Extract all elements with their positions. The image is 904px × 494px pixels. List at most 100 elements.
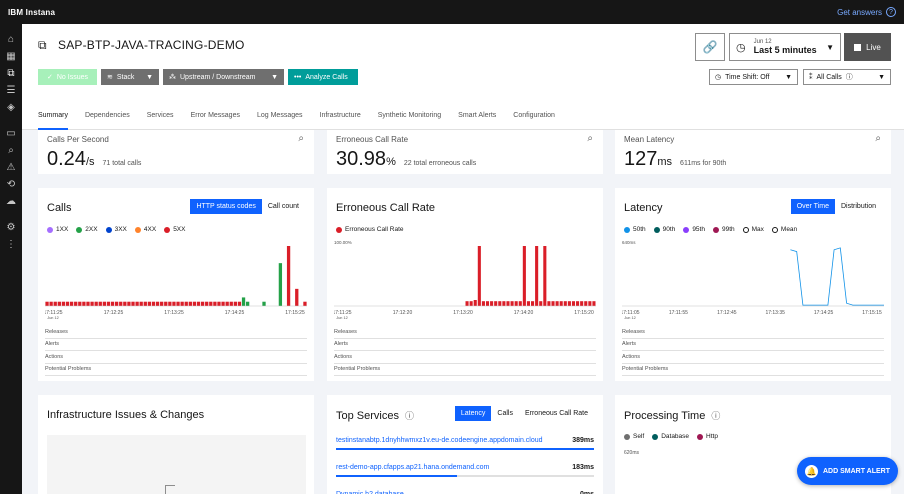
dashboard-icon[interactable]: ▦: [6, 50, 16, 62]
copy-link-button[interactable]: 🔗: [695, 33, 725, 61]
event-row[interactable]: Actions: [45, 351, 307, 364]
error-rate-bar: [539, 301, 543, 306]
tab-error-messages[interactable]: Error Messages: [190, 112, 240, 119]
upstream-downstream-button[interactable]: ⁂ Upstream / Downstream ▼: [163, 69, 284, 85]
legend-item[interactable]: Mean: [771, 226, 797, 233]
kpi-label: Mean Latency: [624, 135, 675, 144]
legend-dot-icon: [712, 226, 719, 233]
tab-infrastructure[interactable]: Infrastructure: [319, 112, 361, 119]
tab-services[interactable]: Services: [146, 112, 174, 119]
legend-item[interactable]: 4XX: [134, 226, 156, 233]
toggle-erroneous-call-rate[interactable]: Erroneous Call Rate: [524, 410, 588, 417]
automation-icon[interactable]: ⟲: [6, 178, 16, 190]
add-smart-alert-label: ADD SMART ALERT: [822, 467, 890, 475]
tab-smart-alerts[interactable]: Smart Alerts: [458, 112, 497, 119]
latency-toggle: Over Time Distribution: [790, 199, 882, 214]
event-row[interactable]: Releases: [45, 326, 307, 339]
stack-button[interactable]: ≋ Stack ▼: [101, 69, 159, 85]
legend-label: 50th: [633, 226, 646, 233]
zoom-icon[interactable]: ⌕: [298, 133, 304, 144]
event-row[interactable]: Releases: [334, 326, 596, 339]
toggle-latency[interactable]: Latency: [454, 406, 492, 421]
service-name[interactable]: Dynamic h2 database: [336, 491, 404, 494]
calls-bar: [86, 301, 90, 306]
tab-summary[interactable]: Summary: [38, 106, 68, 130]
time-range-picker[interactable]: ◷ Jun 12 Last 5 minutes ▼: [729, 33, 841, 61]
tab-dependencies[interactable]: Dependencies: [84, 112, 130, 119]
more-icon[interactable]: ⋮: [6, 238, 16, 250]
brand-logo[interactable]: IBM Instana: [8, 7, 56, 17]
legend-item[interactable]: 95th: [683, 226, 705, 233]
legend-label: 90th: [662, 226, 676, 233]
zoom-icon[interactable]: ⌕: [875, 133, 881, 144]
calls-bar: [155, 301, 160, 306]
toggle-calls[interactable]: Calls: [497, 410, 513, 417]
legend-dot-icon: [164, 226, 171, 233]
event-row[interactable]: Actions: [622, 351, 884, 364]
no-issues-button[interactable]: ✓ No Issues: [38, 69, 97, 85]
legend-item[interactable]: Database: [652, 433, 689, 440]
all-calls-dropdown[interactable]: ⁑ All Calls ⓘ ▼: [803, 69, 891, 85]
event-row[interactable]: Alerts: [622, 339, 884, 351]
clock-icon: ◷: [736, 41, 746, 54]
analytics-icon[interactable]: ⌕: [8, 144, 14, 156]
event-row[interactable]: Alerts: [334, 339, 596, 351]
error-rate-bar: [481, 301, 485, 306]
service-name[interactable]: testinstanabtp.1dnyhhwmxz1v.eu-de.codeen…: [336, 437, 543, 444]
service-row[interactable]: testinstanabtp.1dnyhhwmxz1v.eu-de.codeen…: [336, 435, 594, 462]
infrastructure-icon[interactable]: ☰: [6, 84, 16, 96]
toggle-call-count[interactable]: Call count: [267, 203, 299, 210]
legend-item[interactable]: Erroneous Call Rate: [336, 226, 404, 233]
legend-item[interactable]: 1XX: [47, 226, 68, 233]
event-row[interactable]: Releases: [622, 326, 884, 339]
tab-log-messages[interactable]: Log Messages: [256, 112, 303, 119]
legend-item[interactable]: 50th: [624, 226, 646, 233]
settings-icon[interactable]: ⚙: [6, 221, 16, 233]
get-answers-link[interactable]: Get answers ?: [837, 7, 896, 17]
legend-item[interactable]: Http: [697, 433, 718, 440]
legend-item[interactable]: 3XX: [105, 226, 127, 233]
processing-time-legend: Self Database Http: [624, 433, 718, 440]
x-tick-label: 17:13:20: [453, 310, 473, 316]
analyze-calls-button[interactable]: ••• Analyze Calls: [288, 69, 358, 85]
stack-icon[interactable]: ◈: [7, 101, 15, 113]
add-smart-alert-button[interactable]: 🔔 ADD SMART ALERT: [797, 457, 898, 485]
live-button[interactable]: Live: [844, 33, 891, 61]
legend-dot-icon: [134, 226, 141, 233]
event-row[interactable]: Potential Problems: [622, 364, 884, 376]
error-rate-bar: [498, 301, 502, 306]
toggle-distribution[interactable]: Distribution: [840, 203, 876, 210]
websites-icon[interactable]: ▭: [6, 127, 16, 139]
toggle-http-status-codes[interactable]: HTTP status codes: [190, 199, 262, 214]
tab-synthetic-monitoring[interactable]: Synthetic Monitoring: [377, 112, 442, 119]
event-row[interactable]: Alerts: [45, 339, 307, 351]
x-tick-label: 17:15:20: [574, 310, 594, 316]
service-name[interactable]: rest-demo-app.cfapps.ap21.hana.ondemand.…: [336, 464, 490, 471]
legend-dot-icon: [624, 433, 630, 440]
tab-configuration[interactable]: Configuration: [513, 112, 555, 119]
calls-bar: [160, 301, 164, 306]
incidents-icon[interactable]: ☁: [6, 195, 16, 207]
legend-item[interactable]: 5XX: [164, 226, 185, 233]
legend-item[interactable]: 2XX: [76, 226, 98, 233]
zoom-icon[interactable]: ⌕: [587, 133, 593, 144]
applications-icon[interactable]: ⧉: [7, 67, 15, 79]
legend-item[interactable]: 99th: [712, 226, 735, 233]
calls-bar: [237, 301, 242, 306]
event-row[interactable]: Potential Problems: [334, 364, 596, 376]
events-icon[interactable]: ⚠: [6, 161, 16, 173]
home-icon[interactable]: ⌂: [7, 33, 15, 45]
error-rate-bar: [518, 301, 522, 306]
toggle-over-time[interactable]: Over Time: [790, 199, 835, 214]
legend-item[interactable]: 90th: [653, 226, 676, 233]
event-row[interactable]: Actions: [334, 351, 596, 364]
calls-bar: [200, 301, 205, 306]
service-row[interactable]: rest-demo-app.cfapps.ap21.hana.ondemand.…: [336, 462, 594, 489]
event-row[interactable]: Potential Problems: [45, 364, 307, 376]
service-row[interactable]: Dynamic h2 database 0ms: [336, 489, 594, 494]
error-rate-bar: [490, 301, 494, 306]
legend-item[interactable]: Self: [624, 433, 644, 440]
time-shift-dropdown[interactable]: ◷ Time Shift: Off ▼: [709, 69, 798, 85]
legend-item[interactable]: Max: [742, 226, 764, 233]
x-tick-label: Jun 12: [624, 316, 635, 320]
